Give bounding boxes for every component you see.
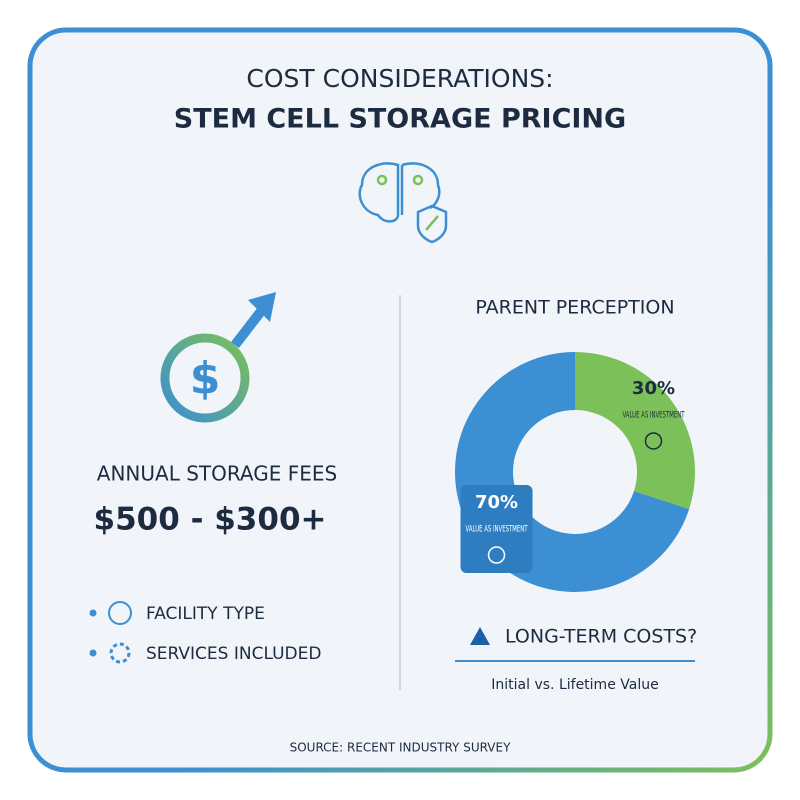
title: COST CONSIDERATIONS: [246, 64, 553, 93]
factor: SERVICES INCLUDED [146, 644, 321, 664]
dollar-icon: $ [160, 292, 276, 423]
fees-label: ANNUAL STORAGE FEES [97, 462, 337, 486]
donut: 30% VALUE AS INVESTMENT 70% VALUE AS INVEST… [455, 352, 695, 592]
warning-icon [470, 627, 490, 645]
gear-icon [109, 642, 131, 664]
label-icon [644, 432, 663, 450]
factor: FACILITY TYPE [146, 604, 265, 624]
label-box [460, 485, 533, 574]
label-icon [487, 546, 506, 564]
subtitle: STEM CELL STORAGE PRICING [174, 104, 626, 135]
brain-icon [358, 162, 448, 244]
svg-text:$: $ [190, 353, 221, 404]
fees-range: $500 - $300+ [94, 502, 327, 538]
category-label: VALUE AS INVESTMENT [622, 410, 684, 420]
category-label: VALUE AS INVESTMENT [466, 525, 528, 535]
source: SOURCE: RECENT INDUSTRY SURVEY [290, 741, 511, 755]
value-label: 70% [475, 492, 518, 513]
bullet [89, 649, 97, 657]
donut-segment [575, 352, 695, 510]
chart-title: PARENT PERCEPTION [475, 297, 674, 319]
callout-subtitle: Initial vs. Lifetime Value [491, 677, 658, 693]
callout-title: LONG-TERM COSTS? [505, 626, 697, 648]
bullet [89, 609, 97, 617]
value-label: 30% [632, 378, 675, 399]
facility-icon [108, 601, 132, 625]
